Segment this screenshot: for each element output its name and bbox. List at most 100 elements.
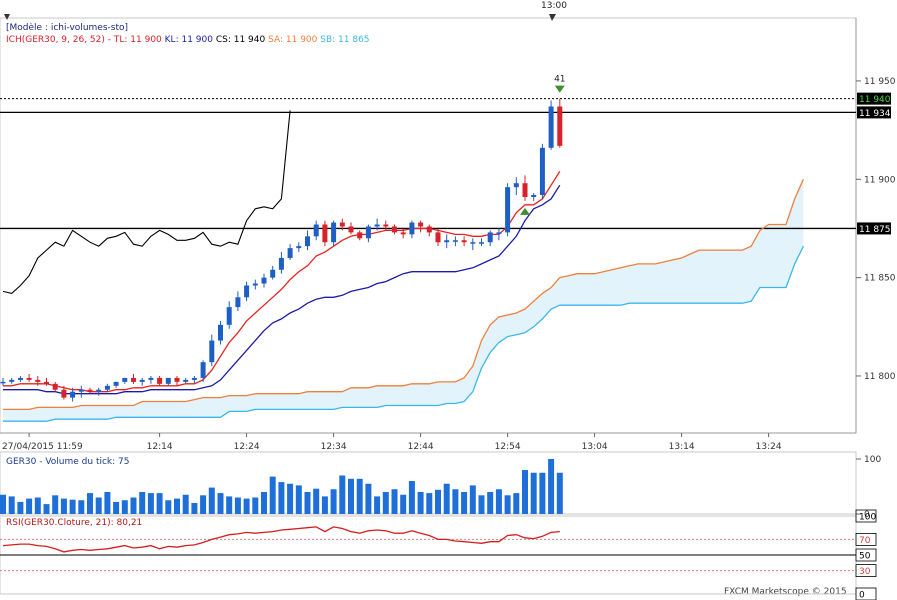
top-time-label: 13:00: [541, 1, 567, 11]
volume-bar: [104, 492, 111, 514]
volume-bar: [208, 487, 215, 514]
candle-body: [339, 222, 345, 227]
volume-bar: [391, 489, 398, 514]
tenkan-line: [3, 171, 561, 393]
volume-bar: [400, 494, 407, 514]
candle-body: [183, 379, 189, 382]
candle-body: [157, 377, 163, 384]
volume-bar: [461, 492, 468, 514]
ichimoku-legend: ICH(GER30, 9, 26, 52) - TL: 11 900 KL: 1…: [6, 35, 370, 45]
rsi-tick-box: [855, 548, 877, 562]
current-price-badge-bg: [857, 92, 891, 105]
volume-bar: [548, 459, 555, 514]
level-lower-badge: 11 875: [859, 225, 891, 235]
volume-bar: [469, 485, 476, 514]
candle-body: [383, 224, 389, 227]
y-tick-label: 11 900: [864, 175, 896, 185]
candle-body: [513, 183, 519, 188]
cs-value: CS: 11 940: [215, 35, 266, 45]
rsi-tick-box: [855, 564, 877, 577]
ich-label: ICH(GER30, 9, 26, 52) -: [6, 35, 111, 45]
candle-body: [78, 389, 84, 392]
volume-tick-label: 100: [864, 455, 881, 465]
rsi-tick-label: 70: [859, 536, 871, 546]
candle-body: [461, 240, 467, 243]
x-tick-label: 12:54: [495, 442, 521, 452]
candle-body: [479, 242, 484, 244]
volume-bar: [530, 472, 537, 514]
candle-body: [139, 379, 145, 382]
candle-body: [209, 340, 215, 363]
chart-model-label: [Modèle : ichi-volumes-sto]: [6, 23, 128, 33]
volume-bar: [60, 498, 67, 514]
candle-body: [426, 226, 432, 233]
volume-bar: [113, 501, 120, 514]
sa-value: SA: 11 900: [268, 35, 318, 45]
level-upper-badge-bg: [857, 106, 891, 119]
candle-body: [357, 232, 363, 239]
kumo-cloud: [3, 179, 804, 422]
candle-body: [470, 242, 476, 244]
volume-bar: [147, 493, 154, 514]
volume-bar: [182, 494, 189, 514]
rsi-tick-label: 30: [859, 567, 871, 577]
kijun-line: [3, 184, 561, 395]
candle-body: [557, 106, 563, 146]
volume-bar: [287, 483, 294, 514]
volume-bar: [139, 492, 146, 514]
volume-bar: [478, 495, 485, 514]
level-lower-badge-bg: [857, 222, 891, 235]
volume-bar: [0, 494, 6, 514]
volume-bar: [522, 470, 528, 514]
sb-value: SB: 11 865: [320, 35, 370, 45]
candle-body: [539, 147, 545, 196]
x-tick-label: 13:04: [582, 442, 608, 452]
candle-body: [9, 379, 15, 382]
volume-bar: [348, 478, 354, 514]
candle-body: [131, 377, 136, 382]
volume-bar: [252, 497, 259, 514]
x-tick-label: 13:24: [756, 442, 782, 452]
volume-bar: [443, 483, 450, 514]
candle-body: [148, 377, 154, 380]
candle-body: [400, 232, 406, 235]
volume-bar: [52, 495, 59, 514]
candle-body: [52, 383, 58, 390]
x-tick-label: 27/04/2015 11:59: [2, 442, 83, 452]
rsi-tick-box: [855, 533, 877, 546]
volume-bar: [304, 492, 311, 514]
candle-body: [122, 377, 128, 382]
volume-bar: [313, 488, 320, 514]
top-time-marker: [549, 14, 556, 21]
candle-body: [44, 381, 49, 384]
volume-bar: [217, 493, 224, 514]
volume-bar: [495, 489, 502, 514]
volume-bar: [226, 496, 233, 514]
candle-body: [104, 385, 110, 390]
signal-down-arrow: [554, 85, 565, 93]
volume-bar: [69, 499, 76, 514]
y-tick-label: 11 850: [864, 274, 896, 284]
volume-bar: [539, 472, 546, 514]
candle-body: [96, 389, 102, 392]
candle-body: [444, 240, 450, 243]
candle-body: [252, 283, 258, 286]
volume-bar: [382, 492, 389, 514]
volume-bar: [200, 495, 207, 514]
candle-body: [505, 187, 511, 233]
volume-bar: [87, 493, 93, 514]
candle-body: [296, 246, 302, 249]
volume-bar: [191, 503, 198, 514]
candle-body: [191, 377, 197, 380]
y-tick-label: 11 800: [864, 372, 896, 382]
volume-bar: [234, 497, 241, 514]
y-tick-label: 11 950: [864, 77, 896, 87]
copyright: FXCM Marketscope © 2015: [724, 587, 847, 597]
volume-bar: [130, 497, 137, 514]
candle-body: [70, 391, 76, 398]
volume-label: GER30 - Volume du tick: 75: [6, 457, 130, 467]
tl-value: TL: 11 900: [113, 35, 162, 45]
candle-body: [313, 224, 319, 237]
rsi-tick-label: 0: [859, 591, 865, 600]
